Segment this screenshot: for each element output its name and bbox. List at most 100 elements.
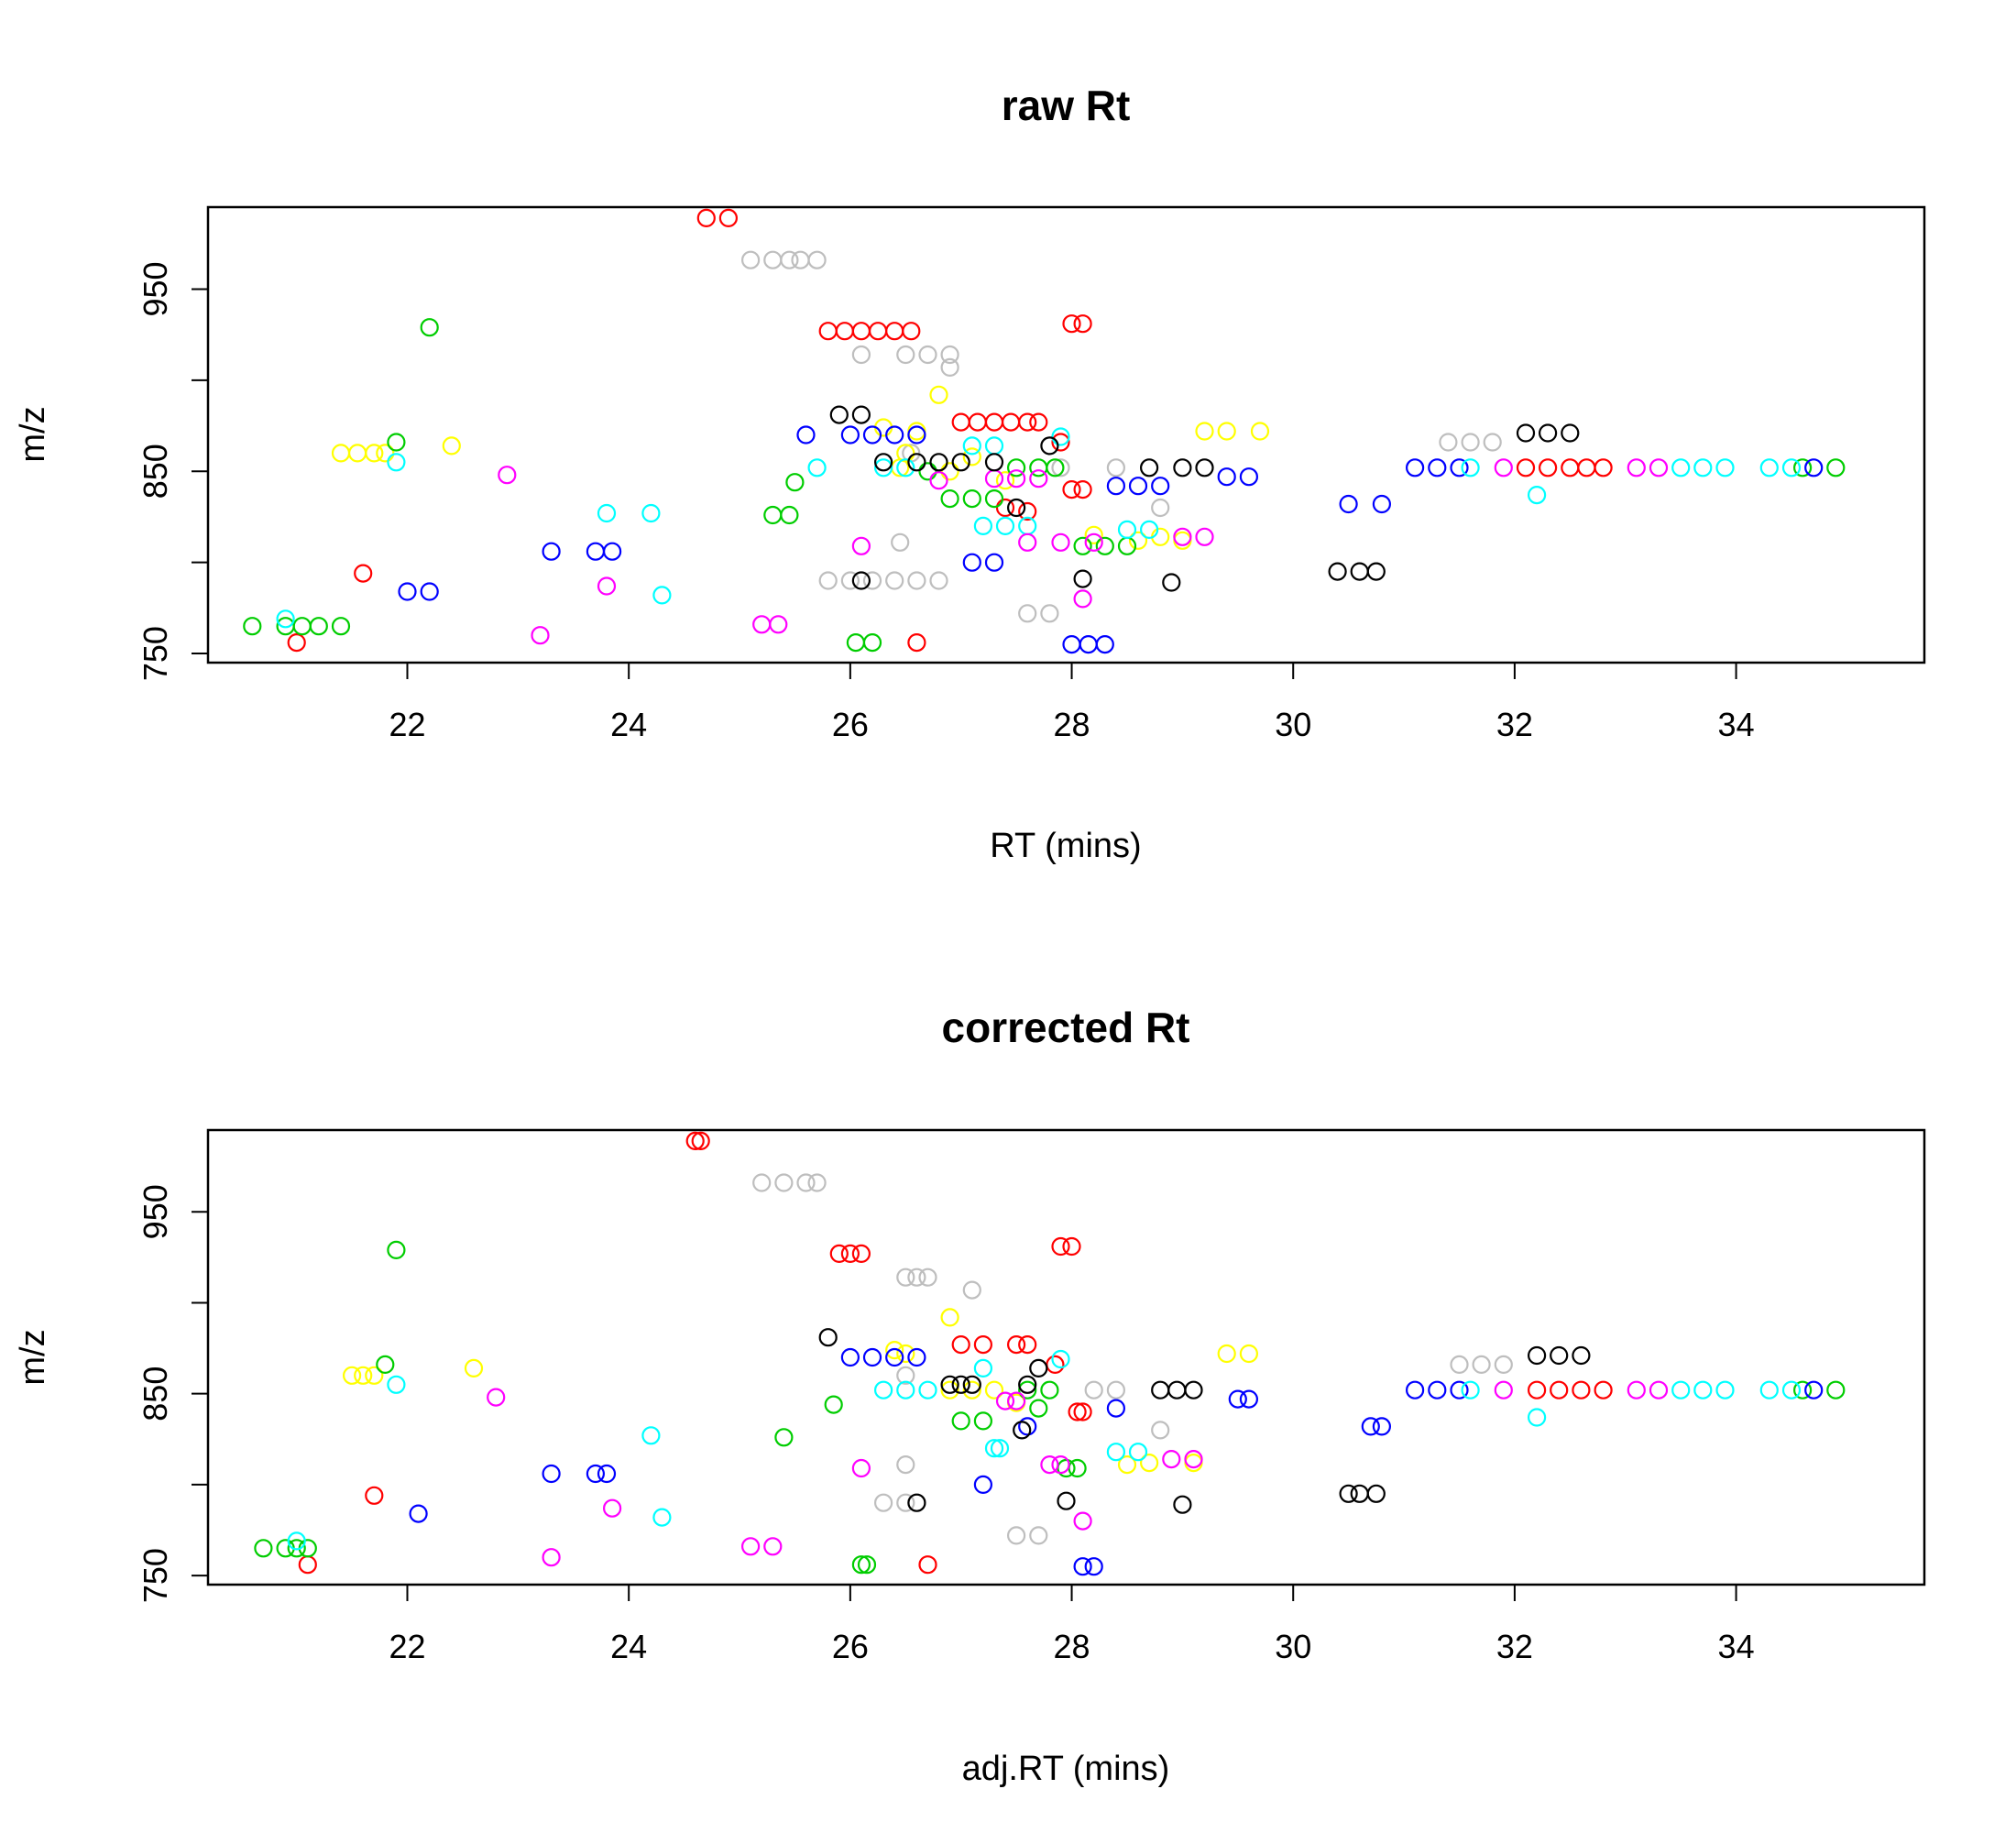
data-point: [1594, 1380, 1613, 1399]
data-point: [873, 1380, 893, 1399]
data-point: [940, 357, 959, 377]
data-point: [918, 1380, 937, 1399]
data-point: [365, 444, 384, 463]
data-point: [1239, 1344, 1259, 1364]
data-point: [1217, 422, 1236, 441]
data-point: [1715, 1380, 1735, 1399]
data-point: [907, 632, 926, 653]
data-point: [464, 1358, 484, 1378]
data-point: [851, 1555, 871, 1575]
data-point: [331, 617, 351, 636]
data-point: [1372, 1417, 1392, 1436]
data-point: [1040, 436, 1059, 456]
data-point: [1594, 458, 1613, 477]
data-point: [929, 471, 948, 490]
data-point: [1068, 1458, 1087, 1478]
data-point: [1527, 485, 1547, 505]
data-point: [1184, 1380, 1203, 1399]
data-point: [1550, 1380, 1569, 1399]
data-point: [918, 345, 937, 365]
x-tick-label: 34: [1718, 1628, 1755, 1665]
data-point: [1173, 458, 1192, 477]
data-point: [818, 1328, 838, 1347]
data-point: [602, 1498, 622, 1518]
data-point: [896, 1454, 915, 1475]
chart-title: raw Rt: [1002, 82, 1131, 129]
data-point: [818, 571, 838, 590]
data-point: [896, 458, 915, 477]
data-point: [1128, 531, 1148, 550]
data-point: [597, 576, 617, 596]
data-point: [348, 444, 367, 463]
data-point: [1018, 412, 1037, 432]
data-point: [398, 582, 417, 601]
x-tick-label: 22: [389, 1628, 425, 1665]
data-point: [1084, 525, 1103, 544]
y-tick-label: 750: [137, 1548, 174, 1603]
raw-rt-panel: raw Rt 22 24 26 28 30 32 34 750 850 950 RT (mins…: [14, 82, 1926, 865]
data-point: [1184, 1449, 1203, 1469]
data-point: [1013, 1421, 1032, 1440]
data-point: [1051, 427, 1070, 446]
data-point: [586, 542, 606, 561]
data-point: [851, 536, 871, 555]
data-point: [1239, 467, 1259, 487]
data-point: [940, 345, 959, 365]
data-point: [1006, 498, 1026, 518]
data-point: [1804, 458, 1824, 477]
data-point: [1128, 477, 1148, 496]
x-axis: 22 24 26 28 30 32 34: [389, 662, 1755, 743]
data-point: [840, 1347, 860, 1367]
data-point: [1029, 1358, 1048, 1378]
data-point: [387, 453, 406, 472]
x-tick-label: 32: [1496, 706, 1533, 743]
data-point: [685, 1131, 705, 1151]
data-point: [1826, 458, 1846, 477]
x-tick-label: 30: [1275, 706, 1311, 743]
data-point: [1350, 562, 1369, 581]
data-point: [1162, 573, 1181, 592]
data-point: [984, 1439, 1004, 1458]
data-point: [907, 1268, 926, 1287]
data-point: [1073, 536, 1092, 555]
data-point: [1051, 532, 1070, 552]
data-point: [542, 1464, 561, 1484]
data-point: [1006, 469, 1026, 488]
data-point: [718, 208, 739, 227]
data-point: [918, 1555, 937, 1575]
data-point: [1428, 1380, 1447, 1399]
data-points: [254, 1131, 1846, 1576]
data-point: [1046, 458, 1065, 477]
data-point: [1018, 1417, 1037, 1436]
data-point: [1372, 494, 1392, 514]
data-point: [807, 1173, 827, 1192]
data-point: [1228, 1389, 1247, 1409]
data-point: [929, 571, 948, 590]
data-point: [1627, 1380, 1646, 1399]
data-point: [309, 617, 328, 636]
data-point: [1139, 520, 1159, 540]
data-point: [1151, 1380, 1170, 1399]
data-point: [763, 250, 783, 269]
data-point: [354, 564, 373, 583]
data-point: [1095, 536, 1114, 555]
data-point: [1139, 1453, 1159, 1473]
data-point: [1018, 1334, 1037, 1355]
data-point: [1516, 458, 1536, 477]
data-point: [940, 462, 959, 481]
y-tick-label: 950: [137, 261, 174, 316]
data-point: [1128, 1443, 1148, 1462]
data-point: [984, 412, 1004, 432]
data-point: [791, 250, 810, 269]
x-tick-label: 24: [610, 706, 647, 743]
data-point: [243, 617, 262, 636]
data-point: [1195, 527, 1214, 546]
data-point: [1084, 1380, 1103, 1399]
data-point: [1366, 1484, 1386, 1503]
data-point: [1001, 412, 1021, 432]
data-point: [1461, 433, 1480, 452]
data-point: [1073, 569, 1092, 588]
x-tick-label: 28: [1054, 1628, 1090, 1665]
data-point: [829, 1244, 849, 1264]
data-point: [857, 1555, 877, 1575]
